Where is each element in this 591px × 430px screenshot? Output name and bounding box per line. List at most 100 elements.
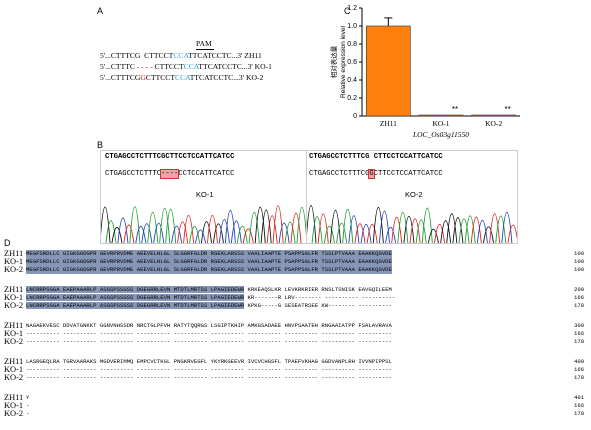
row-sequence: MEGFSRDLLC GIGKGGDGPR GEVRPRVDME AEEVELN…	[26, 258, 392, 266]
trace-peak	[385, 226, 397, 243]
alignment-row: KO-1 LNCRRPSGGA EAEPAAARLP ASGSPSSGSS DGE…	[4, 293, 588, 302]
trace-peak	[483, 226, 494, 243]
trace-peak	[218, 219, 230, 243]
trace-peak	[489, 213, 501, 243]
trace-peak	[415, 219, 427, 243]
row-label: ZH11	[4, 285, 24, 294]
row-end-position: 166	[574, 330, 585, 337]
row-label: ZH11	[4, 393, 24, 402]
pam-label: PAM	[196, 39, 212, 48]
row-end-position: 401	[574, 394, 585, 401]
significance-mark: **	[452, 105, 458, 114]
chromatogram-ko2: CTGAGCCTCTTTCG CTTCCTCCATTCATCC CTGAGCCT…	[306, 150, 518, 244]
alignment-row: KO-2- 178	[4, 409, 588, 418]
trace-peak	[366, 223, 378, 243]
row-label: KO-2	[4, 373, 24, 382]
y-tick-label: 0.2	[347, 95, 357, 102]
row-label: ZH11	[4, 357, 24, 366]
trace-peak	[427, 228, 439, 243]
trace-peak	[452, 217, 464, 243]
row-sequence: MEGFSRDLLC GIGKGGDGPR GEVRPRVDME AEEVELN…	[26, 266, 392, 274]
trace-peak	[242, 228, 254, 243]
row-end-position: 400	[574, 358, 585, 365]
alignment-row: KO-2 ---------- ---------- ---------- ---…	[4, 373, 588, 382]
trace-peak	[421, 207, 433, 243]
trace-peak	[230, 220, 242, 243]
row-sequence: LNCRRPSGGA EAEPAAARLP ASGSPSSGSS DGEGRRL…	[26, 302, 392, 309]
row-sequence: ---------- ---------- ---------- -------…	[26, 366, 392, 373]
y-tick-label: 0.6	[347, 59, 357, 66]
trace-peak	[105, 220, 117, 243]
chrom-ko1-seq: CTGAGCCTCTTTC----CCTCCATTCATCC	[105, 169, 235, 179]
panel-label-c: C	[344, 6, 351, 16]
trace-peak	[101, 206, 111, 243]
trace-peak	[440, 220, 452, 243]
chrom-ko1-header: CTGAGCCTCTTTCGCTTCCTCCATTCATCC	[105, 153, 235, 161]
trace-peak	[183, 215, 195, 243]
row-label: KO-1	[4, 293, 24, 302]
trace-peak	[284, 221, 296, 243]
row-label: KO-1	[4, 257, 24, 266]
trace-peak	[391, 217, 403, 243]
trace-peak	[117, 217, 129, 243]
trace-peak	[311, 216, 323, 243]
chromatogram-ko1: CTGAGCCTCTTTCGCTTCCTCCATTCATCC CTGAGCCTC…	[100, 150, 307, 244]
alignment-row: ZH11 MEGFSRDLLC GIGKGGDGPR GEVRPRVDME AEE…	[4, 249, 588, 258]
row-sequence: -	[26, 402, 30, 409]
y-tick-label: 0.4	[347, 77, 357, 84]
trace-peak	[336, 222, 348, 243]
row-sequence: ---------- ---------- ---------- -------…	[26, 338, 392, 345]
row-end-position: 200	[574, 286, 585, 293]
row-label: KO-1	[4, 329, 24, 338]
panel-label-d: D	[4, 238, 11, 248]
y-axis-title: Relative expression level	[340, 26, 347, 98]
chrom-ko2-trace	[307, 205, 517, 243]
trace-peak	[330, 209, 341, 243]
trace-peak	[354, 223, 366, 243]
trace-peak	[434, 223, 445, 243]
x-tick-label: KO-1	[432, 119, 449, 128]
chrom-ko1-trace	[101, 205, 306, 243]
trace-peak	[464, 215, 476, 243]
trace-peak	[171, 225, 183, 243]
trace-peak	[266, 215, 278, 243]
x-axis-title: LOC_Os03g11550	[412, 130, 469, 139]
trace-peak	[153, 222, 165, 243]
row-end-position: 166	[574, 402, 585, 409]
pam-underline	[196, 49, 214, 50]
significance-mark: **	[505, 105, 511, 114]
row-label: ZH11	[4, 249, 24, 258]
alignment-row: KO-2 LNCRRPSGGA EAEPAAARLP ASGSPSSGSS DGE…	[4, 301, 588, 310]
row-label: ZH11	[4, 321, 24, 330]
row-sequence: ---------- ---------- ---------- -------…	[26, 374, 392, 381]
trace-peak	[403, 216, 415, 243]
trace-peak	[372, 206, 384, 243]
row-sequence: LASRGEQLRA TGRVAARAKS MGDVERIMMQ EMPCVCT…	[26, 358, 392, 365]
trace-peak	[307, 205, 317, 243]
row-sequence: ---------- ---------- ---------- -------…	[26, 330, 392, 337]
chrom-ko2-seq: CTGAGCCTCTTTCGGCTTCCTCCATTCATCC	[309, 169, 443, 179]
trace-peak	[189, 226, 200, 243]
y-tick-label: 1.0	[347, 23, 357, 30]
trace-peak	[135, 225, 147, 243]
trace-peak	[360, 224, 372, 243]
y-tick-label: 1.2	[347, 5, 357, 12]
trace-peak	[129, 206, 141, 243]
trace-peak	[379, 210, 390, 243]
conserved-region: LNCRRPSGGA EAEPAAARLP ASGSPSSGSS DGEGRRL…	[26, 294, 245, 301]
row-end-position: 300	[574, 322, 585, 329]
trace-peak	[177, 221, 189, 243]
row-label: KO-2	[4, 337, 24, 346]
trace-peak	[446, 213, 458, 243]
y-tick-label: 0	[353, 113, 357, 120]
chrom-ko2-insertion: G	[368, 169, 375, 179]
trace-peak	[111, 226, 123, 243]
row-label: KO-2	[4, 301, 24, 310]
trace-peak	[348, 215, 360, 243]
alignment-row: ZH11 NAGAEKVESC DDVATGNKKT GGNVNHSSDR NRC…	[4, 321, 588, 330]
trace-peak	[278, 222, 290, 243]
trace-peak	[409, 218, 421, 243]
trace-peak	[260, 209, 272, 243]
row-sequence: LNCRRPSGGA EAEPAAARLP ASGSPSSGSS DGEGRRL…	[26, 286, 392, 293]
x-tick-label: ZH11	[380, 119, 397, 128]
